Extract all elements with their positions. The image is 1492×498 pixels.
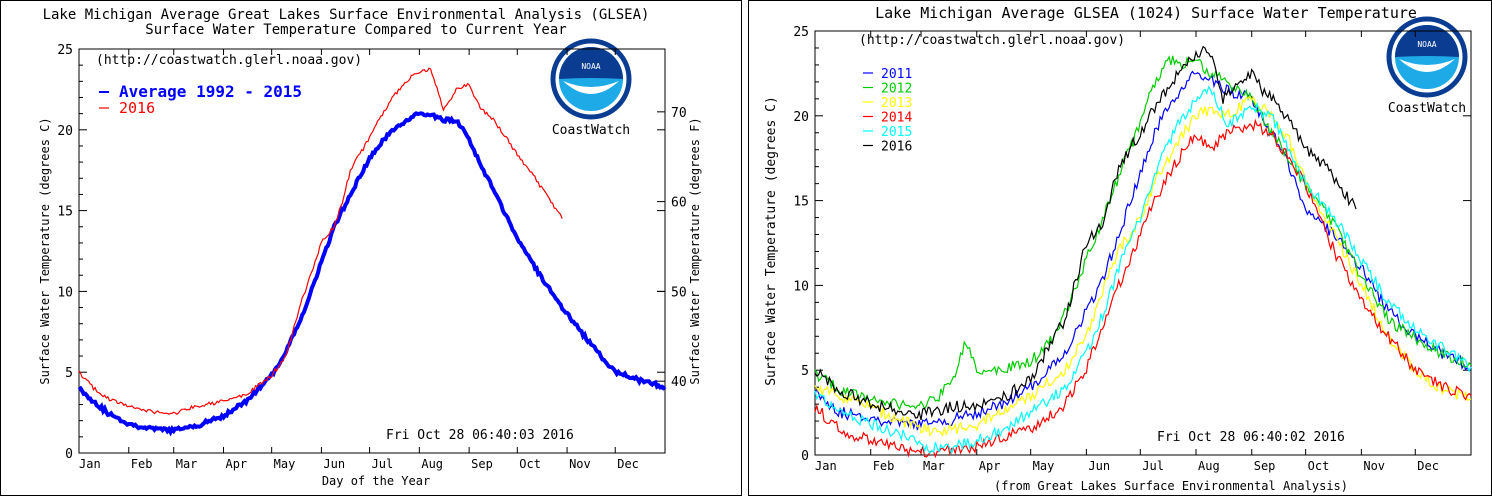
x-tick-label: Jan xyxy=(815,459,837,473)
x-tick-label: Sep xyxy=(471,457,493,471)
logo-gull xyxy=(563,81,619,94)
logo-text: NOAA xyxy=(1417,40,1436,49)
y-axis-label: Surface Water Temperature (degrees C) xyxy=(38,117,52,384)
x-tick-label: Sep xyxy=(1254,459,1276,473)
chart-title: Lake Michigan Average Great Lakes Surfac… xyxy=(43,7,650,23)
timestamp: Fri Oct 28 06:40:03 2016 xyxy=(386,428,574,443)
x-tick-label: May xyxy=(274,457,296,471)
y2-tick-label: 70 xyxy=(671,106,687,121)
series-line-2012 xyxy=(814,55,1472,411)
y-tick-label: 25 xyxy=(793,25,809,40)
x-axis-label: Day of the Year xyxy=(322,474,430,488)
x-tick-label: Dec xyxy=(617,457,639,471)
noaa-logo: NOAA CoastWatch xyxy=(1386,16,1468,116)
logo-gull xyxy=(1399,59,1455,72)
x-tick-label: Nov xyxy=(1363,459,1385,473)
timestamp: Fri Oct 28 06:40:02 2016 xyxy=(1157,430,1345,445)
x-tick-label: Jul xyxy=(372,457,394,471)
x-tick-label: May xyxy=(1033,459,1055,473)
legend-label: 2016 xyxy=(881,140,912,155)
logo-sky xyxy=(1395,25,1459,57)
y2-tick-label: 40 xyxy=(671,375,687,390)
y-tick-label: 15 xyxy=(57,205,73,220)
legend-label: 2013 xyxy=(881,96,912,111)
x-tick-label: Jun xyxy=(1088,459,1110,473)
noaa-logo: NOAA CoastWatch xyxy=(550,38,632,138)
x-tick-label: Mar xyxy=(923,459,945,473)
x-tick-label: Feb xyxy=(873,459,895,473)
chart-subtitle: Surface Water Temperature Compared to Cu… xyxy=(145,22,566,38)
x-tick-label: Feb xyxy=(131,457,153,471)
y-tick-label: 15 xyxy=(793,195,809,210)
legend-label: 2016 xyxy=(119,99,155,117)
x-axis-label: (from Great Lakes Surface Environmental … xyxy=(994,479,1348,493)
y-axis-label: Surface Water Temperature (degrees C) xyxy=(764,96,779,386)
series-line-2014 xyxy=(814,118,1472,459)
source-url: (http://coastwatch.glerl.noaa.gov) xyxy=(96,53,362,68)
y-tick-label: 0 xyxy=(65,447,73,462)
series-line-2013 xyxy=(814,95,1472,437)
plot-area xyxy=(78,48,666,454)
legend-label: 2011 xyxy=(881,67,912,82)
logo-caption: CoastWatch xyxy=(1388,101,1466,116)
y-tick-label: 5 xyxy=(801,364,809,379)
x-tick-label: Nov xyxy=(569,457,591,471)
y-tick-label: 20 xyxy=(57,124,73,139)
x-tick-label: Oct xyxy=(519,457,541,471)
x-tick-label: Jun xyxy=(323,457,345,471)
legend-label: 2014 xyxy=(881,111,912,126)
plot-area xyxy=(814,30,1472,456)
y2-tick-label: 50 xyxy=(671,285,687,300)
chart-right-svg: Lake Michigan Average GLSEA (1024) Surfa… xyxy=(764,4,1472,493)
series-line-average-1992-2015 xyxy=(77,111,667,437)
x-tick-label: Jul xyxy=(1142,459,1164,473)
y-tick-label: 5 xyxy=(65,366,73,381)
y-tick-label: 0 xyxy=(801,449,809,464)
y-tick-label: 10 xyxy=(793,279,809,294)
logo-text: NOAA xyxy=(581,62,600,71)
x-tick-label: Apr xyxy=(225,457,247,471)
series-line-2015 xyxy=(814,85,1472,455)
x-tick-label: Mar xyxy=(176,457,198,471)
chart-left-svg: Lake Michigan Average Great Lakes Surfac… xyxy=(38,7,702,488)
series-line-2016 xyxy=(814,45,1357,421)
x-tick-label: Oct xyxy=(1308,459,1330,473)
legend-label: 2015 xyxy=(881,125,912,140)
logo-sky xyxy=(559,47,623,79)
x-tick-label: Jan xyxy=(79,457,101,471)
x-tick-label: Aug xyxy=(1198,459,1220,473)
y2-axis-label: Surface Water Temperature (degrees F) xyxy=(688,117,702,384)
logo-caption: CoastWatch xyxy=(552,123,630,138)
y2-tick-label: 60 xyxy=(671,196,687,211)
y-tick-label: 20 xyxy=(793,110,809,125)
x-tick-label: Apr xyxy=(979,459,1001,473)
series-line-2016 xyxy=(78,67,563,415)
chart-panel-right: Lake Michigan Average GLSEA (1024) Surfa… xyxy=(748,0,1492,496)
x-tick-label: Aug xyxy=(421,457,443,471)
y-tick-label: 10 xyxy=(57,285,73,300)
x-tick-label: Dec xyxy=(1417,459,1439,473)
legend-label: 2012 xyxy=(881,82,912,97)
series-line-2011 xyxy=(814,70,1472,431)
chart-panel-left: Lake Michigan Average Great Lakes Surfac… xyxy=(0,0,742,496)
legend-label: Average 1992 - 2015 xyxy=(119,82,302,101)
source-url: (http://coastwatch.glerl.noaa.gov) xyxy=(859,33,1125,48)
chart-title: Lake Michigan Average GLSEA (1024) Surfa… xyxy=(875,4,1417,22)
y-tick-label: 25 xyxy=(57,43,73,58)
